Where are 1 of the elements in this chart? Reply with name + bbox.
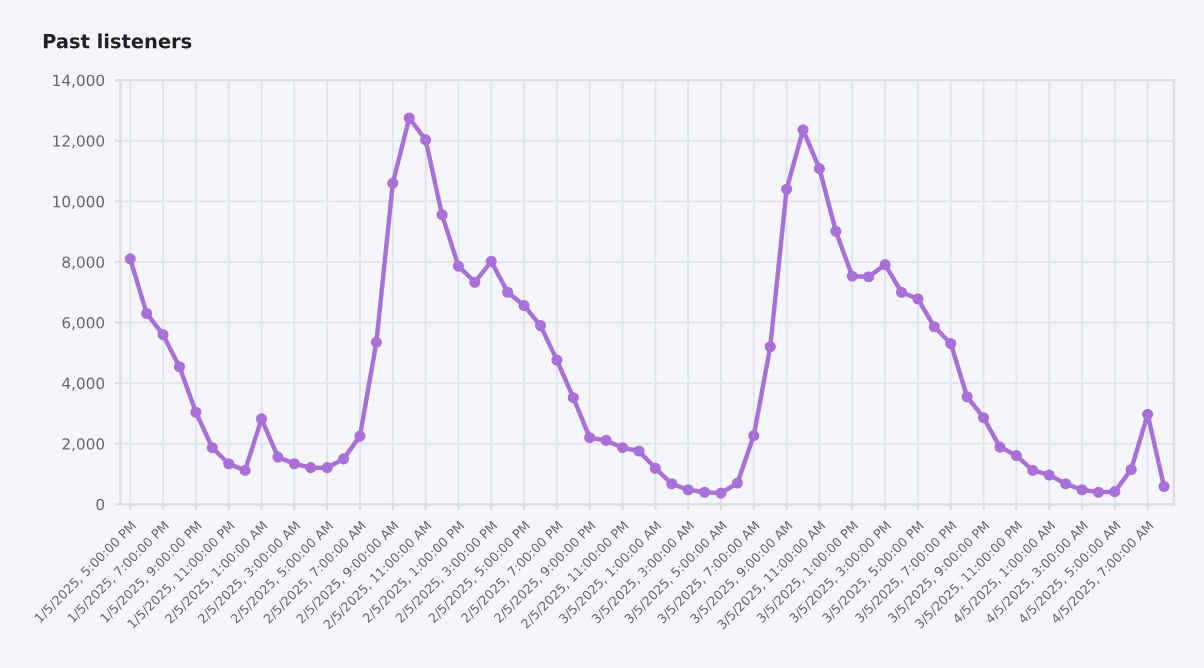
chart-title: Past listeners: [43, 33, 192, 49]
